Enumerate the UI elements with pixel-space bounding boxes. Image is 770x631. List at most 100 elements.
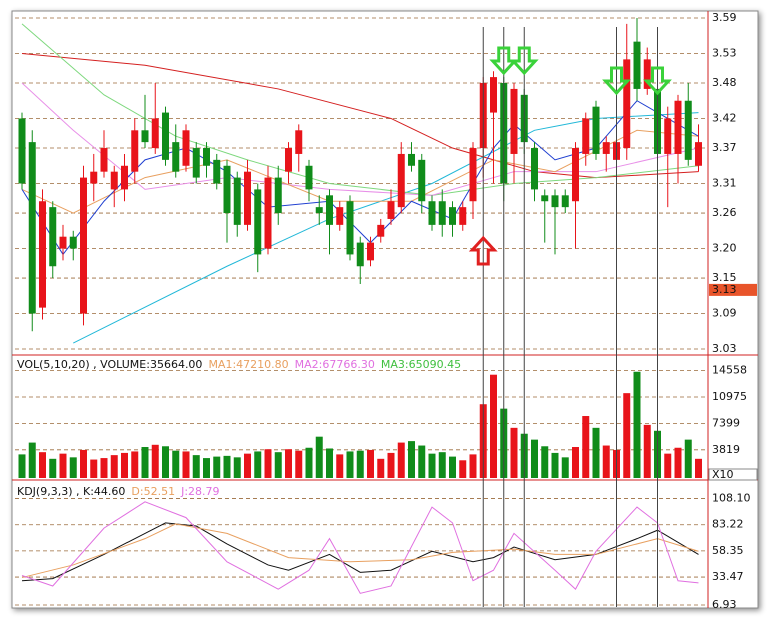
candle-body bbox=[39, 201, 46, 308]
volume-bar bbox=[367, 449, 374, 478]
volume-bar bbox=[110, 455, 118, 478]
volume-bar bbox=[162, 446, 169, 478]
candle-body bbox=[233, 177, 241, 225]
volume-bar bbox=[28, 442, 36, 478]
candle-body bbox=[602, 142, 610, 154]
candle-body bbox=[110, 171, 118, 190]
volume-bar bbox=[438, 452, 446, 478]
volume-bar bbox=[213, 456, 221, 478]
last-price-label: 3.13 bbox=[712, 283, 737, 296]
volume-bar bbox=[408, 441, 415, 478]
volume-bar bbox=[80, 449, 87, 478]
candle-body bbox=[592, 106, 600, 154]
volume-bar bbox=[561, 457, 569, 478]
legend-entry: D:52.51 bbox=[131, 485, 175, 498]
volume-bar bbox=[397, 442, 405, 478]
volume-bar bbox=[602, 445, 610, 478]
candle-body bbox=[582, 118, 590, 154]
y-tick-label: 3.31 bbox=[712, 177, 737, 190]
y-tick-label: 3.42 bbox=[712, 111, 737, 124]
volume-bar bbox=[592, 427, 600, 478]
candle-body bbox=[244, 171, 251, 225]
candle-body bbox=[254, 189, 262, 255]
volume-bar bbox=[418, 445, 426, 478]
volume-bar bbox=[428, 453, 436, 478]
volume-bar bbox=[223, 455, 231, 478]
candle-body bbox=[346, 201, 354, 255]
candle-body bbox=[418, 159, 426, 202]
volume-bar bbox=[469, 454, 477, 478]
y-tick-label: 3.20 bbox=[712, 242, 737, 255]
volume-bar bbox=[203, 458, 210, 478]
candle-body bbox=[397, 153, 405, 208]
volume-bar bbox=[356, 450, 364, 478]
candle-body bbox=[695, 142, 702, 166]
candle-body bbox=[356, 242, 364, 267]
candle-body bbox=[182, 130, 190, 166]
candle-body bbox=[469, 148, 477, 202]
down-arrow bbox=[602, 66, 631, 96]
volume-bar bbox=[582, 416, 590, 478]
volume-bar bbox=[90, 459, 98, 478]
legend-entry: J:28.79 bbox=[180, 485, 219, 498]
volume-bar bbox=[531, 439, 538, 478]
y-tick-label: 58.35 bbox=[712, 544, 744, 557]
candle-body bbox=[541, 195, 549, 202]
candle-body bbox=[643, 59, 651, 89]
volume-bar bbox=[274, 452, 282, 478]
candle-body bbox=[490, 77, 497, 113]
candle-body bbox=[387, 201, 395, 219]
candle-body bbox=[28, 142, 36, 314]
line bbox=[21, 52, 699, 179]
volume-bar bbox=[346, 451, 354, 478]
panel-title: KDJ(9,3,3) , K:44.60 bbox=[17, 485, 125, 498]
candle-body bbox=[633, 41, 641, 89]
candle-body bbox=[213, 159, 221, 184]
volume-bar bbox=[664, 453, 672, 478]
y-tick-label: 7399 bbox=[712, 416, 740, 429]
candle-body bbox=[49, 207, 57, 267]
volume-bar bbox=[49, 458, 57, 478]
candle-body bbox=[295, 130, 303, 154]
y-tick-label: 3.26 bbox=[712, 206, 737, 219]
volume-bar bbox=[172, 450, 180, 478]
candle-body bbox=[69, 236, 77, 249]
volume-bar bbox=[151, 444, 159, 478]
volume-bar bbox=[674, 447, 682, 478]
y-tick-label: 3.53 bbox=[712, 46, 737, 59]
candle-body bbox=[561, 195, 569, 208]
volume-bar bbox=[684, 439, 692, 478]
volume-bar bbox=[510, 427, 518, 478]
line bbox=[21, 23, 699, 196]
candle-body bbox=[367, 242, 374, 261]
down-arrow bbox=[643, 66, 672, 96]
y-tick-label: 6.93 bbox=[712, 598, 737, 611]
panel-title: VOL(5,10,20) , VOLUME:35664.00 bbox=[17, 358, 202, 371]
volume-bar bbox=[233, 457, 241, 478]
candle-body bbox=[172, 142, 180, 172]
volume-bar bbox=[541, 446, 549, 478]
candle-body bbox=[459, 207, 467, 225]
down-arrow bbox=[509, 46, 539, 76]
candle-body bbox=[408, 153, 415, 166]
volume-bar bbox=[244, 453, 251, 478]
up-arrow bbox=[468, 235, 498, 266]
y-tick-label: 3.48 bbox=[712, 76, 737, 89]
candle-body bbox=[315, 207, 323, 214]
candle-body bbox=[674, 100, 682, 154]
volume-bar bbox=[285, 449, 292, 478]
candle-body bbox=[59, 236, 67, 249]
y-tick-label: 3.03 bbox=[712, 342, 737, 355]
y-tick-label: 3.09 bbox=[712, 307, 737, 320]
candle-body bbox=[18, 118, 26, 184]
unit-box bbox=[708, 468, 758, 481]
legend-entry: MA2:67766.30 bbox=[295, 358, 375, 371]
plot: 3.59 3.53 3.48 3.42 3.37 3.31 3.26 3.20 3.15 3.09… bbox=[15, 11, 758, 611]
candle-body bbox=[664, 118, 672, 154]
candle-body bbox=[428, 201, 436, 225]
y-tick-label: 33.47 bbox=[712, 570, 744, 583]
candle-body bbox=[438, 201, 446, 225]
candle-body bbox=[285, 148, 292, 172]
volume-bar bbox=[100, 458, 108, 478]
